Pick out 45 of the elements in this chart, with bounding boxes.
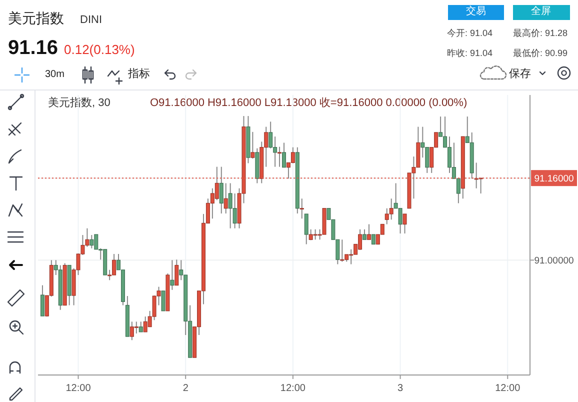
x-tick-label: 3 — [398, 383, 404, 394]
x-tick-label: 12:00 — [495, 383, 521, 394]
candlestick — [366, 224, 371, 240]
candlestick — [362, 228, 367, 240]
candlestick — [40, 284, 44, 317]
candlestick — [170, 260, 174, 290]
chart-title: 美元指数 — [8, 10, 64, 26]
text: 0.12(0.13%) — [64, 42, 135, 57]
candlestick — [219, 166, 224, 214]
text: 保存 — [509, 68, 531, 80]
candlestick — [224, 182, 228, 214]
candlestick — [278, 146, 282, 168]
candlestick — [282, 142, 286, 168]
candlestick — [134, 321, 138, 334]
candlestick — [90, 234, 94, 249]
candlestick — [371, 234, 376, 245]
y-tick-label: 91.00000 — [534, 256, 574, 267]
annotation: O91.16000 H91.16000 L91.13000 收=91.16000 0.00000 (0.00%) — [150, 97, 468, 109]
candlestick — [250, 131, 255, 160]
candlestick — [138, 321, 143, 332]
candlestick — [389, 198, 394, 220]
text: 最高价: 91.28 — [513, 28, 568, 38]
text: 30m — [45, 69, 64, 80]
annotation: 美元指数, 30 — [48, 96, 110, 109]
candlestick — [290, 146, 295, 164]
candlestick — [300, 198, 304, 220]
chart-subtitle: DINI — [80, 14, 102, 26]
candlestick — [174, 259, 179, 286]
text: 昨收: 91.04 — [447, 48, 493, 58]
candlestick — [232, 192, 237, 229]
x-tick-label: 12:00 — [66, 383, 92, 394]
text: 最低价: 90.99 — [513, 48, 568, 58]
y-tick-label: 91.16000 — [534, 174, 574, 185]
candlestick — [161, 290, 166, 312]
text: 今开: 91.04 — [447, 28, 493, 38]
x-tick-label: 2 — [182, 383, 189, 394]
candlestick — [268, 121, 273, 149]
text: 全屏 — [531, 5, 551, 17]
candlestick — [214, 166, 219, 201]
candlestick — [402, 213, 407, 234]
text: 交易 — [466, 5, 486, 17]
candlestick — [304, 213, 308, 245]
x-tick-label: 12:00 — [280, 383, 306, 394]
text: 91.16 — [8, 37, 58, 59]
text: 指标 — [127, 68, 150, 80]
